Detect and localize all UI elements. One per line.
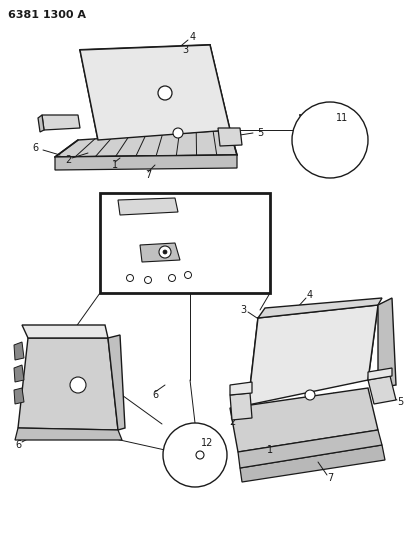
Polygon shape xyxy=(229,382,252,395)
Text: 6: 6 xyxy=(15,440,21,450)
Polygon shape xyxy=(14,342,24,360)
Circle shape xyxy=(291,102,367,178)
Circle shape xyxy=(163,423,227,487)
Polygon shape xyxy=(18,338,118,430)
Text: 5: 5 xyxy=(396,397,402,407)
Text: 7: 7 xyxy=(144,170,151,180)
Text: 10: 10 xyxy=(213,223,226,233)
Circle shape xyxy=(144,277,151,284)
Text: 1: 1 xyxy=(112,160,118,170)
Text: 3: 3 xyxy=(182,45,188,55)
Polygon shape xyxy=(367,376,395,404)
Circle shape xyxy=(184,271,191,279)
Text: 8: 8 xyxy=(135,283,141,293)
Polygon shape xyxy=(38,115,44,132)
Circle shape xyxy=(304,390,314,400)
Text: 6: 6 xyxy=(152,390,158,400)
Text: 8: 8 xyxy=(189,280,195,290)
Polygon shape xyxy=(377,298,395,388)
Text: 1: 1 xyxy=(266,445,272,455)
Circle shape xyxy=(157,86,172,100)
Polygon shape xyxy=(218,128,241,146)
Polygon shape xyxy=(22,325,108,338)
Polygon shape xyxy=(15,428,122,440)
Polygon shape xyxy=(42,115,80,130)
Text: 7: 7 xyxy=(326,473,332,483)
Text: 2: 2 xyxy=(228,417,234,427)
Text: 7: 7 xyxy=(164,278,171,288)
Polygon shape xyxy=(139,243,180,262)
Text: 12: 12 xyxy=(200,438,213,448)
Text: 5: 5 xyxy=(256,128,263,138)
Polygon shape xyxy=(80,45,229,140)
Polygon shape xyxy=(257,298,381,318)
Circle shape xyxy=(196,451,204,459)
Text: 11: 11 xyxy=(335,113,347,123)
Circle shape xyxy=(70,377,86,393)
Polygon shape xyxy=(118,198,178,215)
Polygon shape xyxy=(55,130,236,157)
Text: 9: 9 xyxy=(171,285,178,295)
Polygon shape xyxy=(229,388,377,452)
Text: 5: 5 xyxy=(198,198,204,208)
Circle shape xyxy=(159,246,171,258)
Circle shape xyxy=(173,128,182,138)
Circle shape xyxy=(126,274,133,281)
Text: 4: 4 xyxy=(306,290,312,300)
Polygon shape xyxy=(14,388,24,404)
Polygon shape xyxy=(108,335,125,430)
Circle shape xyxy=(168,274,175,281)
Text: 4: 4 xyxy=(189,32,196,42)
Polygon shape xyxy=(237,430,381,468)
Polygon shape xyxy=(14,365,24,382)
Text: 2: 2 xyxy=(65,155,71,165)
Text: 3: 3 xyxy=(239,305,245,315)
Circle shape xyxy=(163,250,166,254)
Polygon shape xyxy=(229,393,252,420)
Text: 6: 6 xyxy=(32,143,38,153)
Polygon shape xyxy=(55,155,236,170)
Text: 6381 1300 A: 6381 1300 A xyxy=(8,10,86,20)
Polygon shape xyxy=(247,305,377,405)
Polygon shape xyxy=(239,445,384,482)
Bar xyxy=(100,193,270,293)
Polygon shape xyxy=(367,368,391,380)
